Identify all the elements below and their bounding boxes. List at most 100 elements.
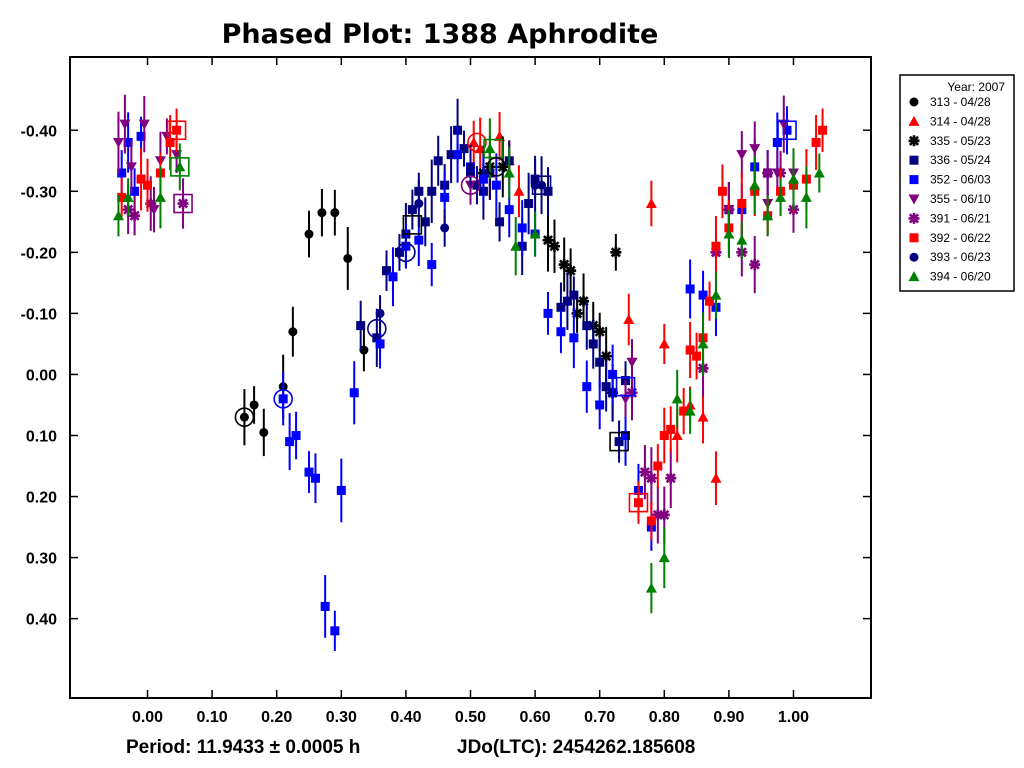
- data-point: [129, 210, 141, 222]
- legend-label: 394 - 06/20: [930, 270, 991, 284]
- data-point: [291, 430, 301, 440]
- data-point: [459, 144, 469, 154]
- data-point: [440, 192, 450, 202]
- highlight-box: [402, 215, 423, 235]
- legend-label: 355 - 06/10: [930, 192, 991, 206]
- data-point: [653, 461, 663, 471]
- data-point: [537, 180, 547, 190]
- data-point: [375, 339, 385, 349]
- legend-marker: [909, 155, 919, 165]
- data-point: [645, 198, 657, 209]
- data-point: [698, 290, 708, 300]
- data-point: [304, 467, 314, 477]
- data-point: [762, 210, 774, 221]
- highlight-ring: [273, 389, 293, 409]
- data-point: [811, 137, 821, 147]
- data-point: [646, 516, 656, 526]
- data-point: [800, 191, 812, 202]
- data-point: [174, 161, 186, 172]
- data-point: [330, 626, 340, 636]
- data-point: [510, 240, 522, 251]
- data-point: [601, 382, 611, 392]
- data-point: [278, 394, 288, 404]
- data-point: [504, 205, 514, 215]
- data-point: [122, 191, 134, 202]
- data-point: [524, 199, 534, 209]
- data-point: [588, 339, 598, 349]
- data-point: [658, 338, 670, 349]
- highlight-box: [615, 376, 636, 397]
- legend-label: 392 - 06/22: [930, 231, 991, 245]
- highlight-box: [173, 193, 193, 214]
- data-point: [671, 393, 683, 404]
- data-point: [165, 137, 175, 147]
- data-point: [543, 186, 553, 196]
- data-point: [491, 180, 501, 190]
- data-point: [388, 272, 398, 282]
- data-point: [495, 217, 505, 227]
- data-point: [136, 174, 146, 184]
- data-point: [542, 234, 554, 246]
- series: [375, 148, 547, 332]
- x-tick-label: 0.30: [326, 709, 357, 726]
- y-tick-label: -0.30: [21, 184, 58, 201]
- data-point: [145, 198, 157, 210]
- data-point: [736, 234, 748, 245]
- data-point: [610, 246, 622, 258]
- data-point: [375, 308, 385, 318]
- data-point: [288, 327, 298, 337]
- data-point: [382, 266, 392, 276]
- legend-label: 352 - 06/03: [930, 173, 991, 187]
- data-point: [595, 357, 605, 367]
- data-point: [427, 186, 437, 196]
- data-point: [621, 430, 631, 440]
- legend-items: 313 - 04/28 314 - 04/28 335 - 05/23 336 - 0…: [908, 95, 991, 284]
- highlight-ring: [467, 132, 487, 153]
- data-point: [259, 427, 269, 437]
- data-point: [497, 161, 509, 173]
- data-point: [813, 167, 825, 178]
- legend: Year: 2007 313 - 04/28 314 - 04/28 335 - 0…: [899, 74, 1015, 292]
- legend-label: 335 - 05/23: [930, 134, 991, 148]
- data-point: [737, 199, 747, 209]
- data-point: [249, 400, 259, 410]
- highlight-ring: [367, 318, 387, 339]
- data-point: [239, 412, 249, 422]
- x-tick-label: 0.50: [455, 709, 486, 726]
- x-tick-label: 0.20: [261, 709, 292, 726]
- data-point: [112, 137, 124, 148]
- highlight-box: [531, 175, 552, 195]
- highlight-ring: [396, 242, 416, 263]
- data-point: [600, 350, 612, 362]
- legend-frame: [899, 74, 1015, 292]
- legend-marker: [908, 115, 920, 126]
- data-point: [623, 314, 635, 325]
- data-point: [717, 186, 727, 196]
- data-point: [394, 247, 404, 257]
- data-point: [658, 552, 670, 563]
- data-point: [736, 150, 748, 161]
- legend-marker: [908, 212, 920, 224]
- data-point: [582, 321, 592, 331]
- highlight-box: [483, 138, 503, 159]
- data-point: [154, 191, 166, 202]
- data-point: [818, 125, 828, 135]
- data-point: [692, 351, 702, 361]
- data-point: [571, 307, 583, 319]
- data-point: [614, 437, 624, 447]
- highlight-box: [777, 120, 797, 141]
- data-point: [143, 180, 153, 190]
- legend-marker: [908, 271, 920, 282]
- data-point: [723, 228, 735, 239]
- legend-label: 336 - 05/24: [930, 153, 991, 167]
- data-point: [569, 290, 579, 300]
- data-point: [666, 424, 676, 434]
- data-point: [503, 167, 515, 178]
- data-point: [595, 400, 605, 410]
- data-point: [465, 180, 476, 191]
- data-point: [119, 119, 131, 130]
- data-point: [466, 162, 475, 172]
- data-point: [472, 180, 482, 190]
- data-point: [117, 168, 127, 178]
- data-point: [659, 430, 669, 440]
